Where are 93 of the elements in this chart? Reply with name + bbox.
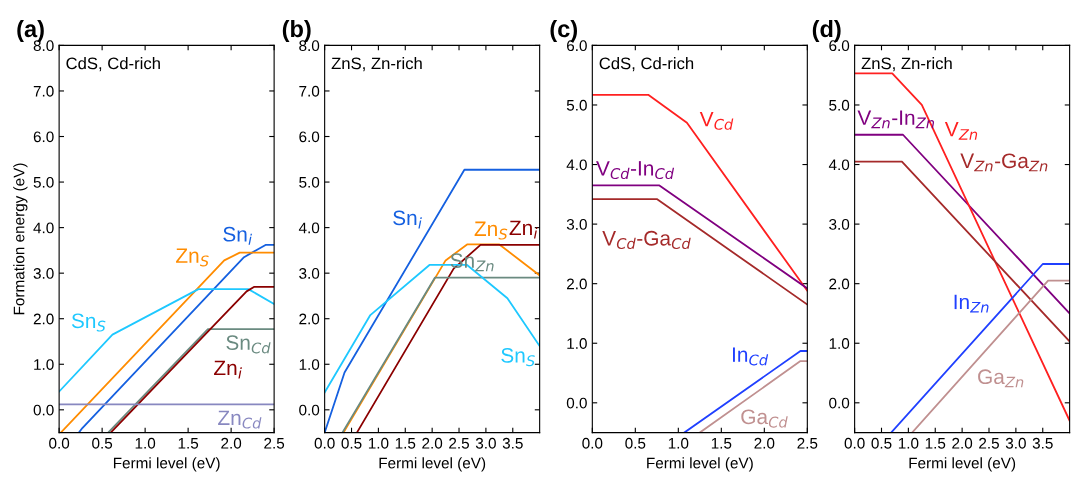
y-tick-label: 2.0 <box>299 313 320 325</box>
x-tick-label: 2.0 <box>422 437 443 449</box>
annotation: ZnS, Zn-rich <box>861 57 952 72</box>
x-tick-label: 1.0 <box>368 437 389 449</box>
y-tick-label: 8.0 <box>33 40 54 52</box>
x-tick-label: 1.0 <box>898 437 919 449</box>
y-tick-label: 1.0 <box>829 338 850 349</box>
y-tick-label: 5.0 <box>299 176 320 188</box>
annotation: Sn$_{S}$ <box>501 348 535 367</box>
annotation: V$_{Cd}$-Ga$_{Cd}$ <box>602 230 691 250</box>
y-tick-label: 2.0 <box>829 278 850 290</box>
annotation: Sn$_{Cd}$ <box>226 335 271 354</box>
annotation: V$_{Zn}$-Ga$_{Zn}$ <box>960 153 1048 172</box>
y-tick-label: 5.0 <box>566 99 587 111</box>
x-tick-label: 2.0 <box>754 437 775 449</box>
x-tick-label: 1.5 <box>925 438 946 449</box>
y-tick-label: 4.0 <box>298 222 320 234</box>
y-tick-label: 3.0 <box>829 218 850 230</box>
y-tick-label: 4.0 <box>33 222 54 234</box>
y-tick-label: 1.0 <box>299 359 320 370</box>
x-tick-label: 3.5 <box>1032 437 1053 449</box>
y-tick-label: 0.0 <box>299 404 320 416</box>
x-tick-label: 3.0 <box>475 437 496 449</box>
y-tick-label: 6.0 <box>567 40 587 52</box>
annotation: CdS, Cd-rich <box>66 57 160 72</box>
x-tick-label: 3.5 <box>502 437 523 449</box>
x-tick-label: 2.0 <box>221 437 242 449</box>
x-tick-label: 0.0 <box>49 437 70 449</box>
y-tick-label: 0.0 <box>566 397 587 409</box>
y-tick-label: 5.0 <box>33 176 54 188</box>
y-tick-label: 6.0 <box>829 40 850 52</box>
y-tick-label: 8.0 <box>299 40 320 52</box>
annotation: Ga$_{Cd}$ <box>741 409 788 428</box>
annotation: V$_{Zn}$ <box>944 122 978 140</box>
line-series <box>59 288 275 393</box>
x-tick-label: 0.0 <box>314 437 335 449</box>
x-tick-label: 0.5 <box>92 437 113 449</box>
x-tick-label: 2.5 <box>797 437 818 449</box>
y-tick-label: 7.0 <box>33 85 54 97</box>
x-tick-label: 2.5 <box>449 437 469 449</box>
chart-title: (c) <box>550 19 578 42</box>
x-tick-label: 0.5 <box>871 437 892 449</box>
annotation: Sn$_{S}$ <box>71 313 106 332</box>
x-tick-label: 0.0 <box>844 437 865 449</box>
annotation: V$_{Cd}$-In$_{Cd}$ <box>596 161 675 180</box>
annotation: Sn$_{i}$ <box>393 210 422 229</box>
x-tick-label: 2.5 <box>979 437 999 449</box>
annotation: ZnS, Zn-rich <box>331 57 422 72</box>
chart-title: (a) <box>17 19 44 42</box>
y-tick-label: 0.0 <box>829 397 850 409</box>
x-tick-label: 3.0 <box>1005 437 1026 449</box>
y-tick-label: 7.0 <box>299 85 320 97</box>
y-tick-label: 6.0 <box>299 131 320 143</box>
y-tick-label: 3.0 <box>566 218 587 230</box>
annotation: Ga$_{Zn}$ <box>978 369 1024 388</box>
y-tick-label: 4.0 <box>828 159 850 171</box>
x-axis-title: Fermi level (eV) <box>647 457 753 472</box>
x-tick-label: 0.5 <box>625 437 646 449</box>
annotation: Zn$_{Cd}$ <box>218 410 262 429</box>
annotation: CdS, Cd-rich <box>599 57 694 72</box>
y-tick-label: 5.0 <box>829 99 850 111</box>
annotation: Zn$_{S}$ <box>176 248 209 267</box>
y-tick-label: 1.0 <box>567 338 587 349</box>
y-tick-label: 4.0 <box>566 159 587 171</box>
annotation: In$_{Zn}$ <box>954 294 989 313</box>
y-tick-label: 3.0 <box>299 268 320 279</box>
x-tick-label: 1.5 <box>711 438 732 449</box>
annotation: V$_{Cd}$ <box>699 111 734 130</box>
y-tick-label: 2.0 <box>33 313 54 325</box>
chart-title: (d) <box>812 19 841 42</box>
x-tick-label: 1.5 <box>395 438 416 449</box>
chart-title: (b) <box>282 19 311 42</box>
x-tick-label: 0.5 <box>341 437 362 449</box>
x-tick-label: 0.0 <box>582 437 603 449</box>
x-tick-label: 2.5 <box>264 437 285 449</box>
annotation: In$_{Cd}$ <box>732 347 769 366</box>
annotation: Zn$_{S}$ <box>474 221 508 240</box>
y-axis-title: Formation energy (eV) <box>13 163 28 315</box>
y-tick-label: 6.0 <box>33 131 54 143</box>
annotation: Zn$_{i}$ <box>214 360 242 379</box>
x-axis-title: Fermi level (eV) <box>909 457 1016 472</box>
x-axis-title: Fermi level (eV) <box>379 457 486 472</box>
annotation: Sn$_{i}$ <box>223 226 252 245</box>
x-tick-label: 2.0 <box>952 437 973 449</box>
y-tick-label: 2.0 <box>567 278 587 290</box>
annotation: Zn$_{i}$ <box>509 220 538 239</box>
y-tick-label: 0.0 <box>33 404 54 416</box>
x-axis-title: Fermi level (eV) <box>113 457 220 472</box>
x-tick-label: 1.0 <box>135 437 156 449</box>
x-tick-label: 1.5 <box>178 438 199 449</box>
y-tick-label: 1.0 <box>34 359 54 370</box>
x-tick-label: 1.0 <box>668 437 689 449</box>
y-tick-label: 3.0 <box>33 268 54 279</box>
